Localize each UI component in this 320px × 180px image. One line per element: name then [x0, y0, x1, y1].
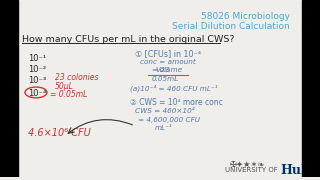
Text: 23 colonies: 23 colonies [55, 73, 99, 82]
Text: ① [CFUs] in 10⁻⁴: ① [CFUs] in 10⁻⁴ [135, 49, 201, 58]
Text: Volume: Volume [155, 67, 182, 73]
Text: 0.05mL: 0.05mL [152, 76, 179, 82]
Text: conc = amount: conc = amount [140, 59, 196, 65]
Text: ✠✦★✶❧: ✠✦★✶❧ [230, 159, 266, 168]
Bar [0, 0, 18, 177]
Text: 10⁻³: 10⁻³ [28, 76, 46, 85]
Text: 50μL: 50μL [55, 82, 74, 91]
Text: 10⁻¹: 10⁻¹ [28, 54, 46, 63]
Text: How many CFUs per mL in the original CWS?: How many CFUs per mL in the original CWS… [22, 35, 235, 44]
Text: 10⁻⁴: 10⁻⁴ [28, 89, 46, 98]
Text: mL⁻¹: mL⁻¹ [155, 125, 173, 131]
Bar [302, 0, 320, 177]
Text: = 23: = 23 [152, 67, 170, 73]
Text: CWS = 460×10⁴: CWS = 460×10⁴ [135, 108, 195, 114]
Text: UNIVERSITY OF: UNIVERSITY OF [225, 167, 280, 173]
Text: (a)10⁻⁴ = 460 CFU mL⁻¹: (a)10⁻⁴ = 460 CFU mL⁻¹ [130, 85, 218, 92]
Text: 4.6×10⁶ CFU: 4.6×10⁶ CFU [28, 128, 91, 138]
Text: Serial Dilution Calculation: Serial Dilution Calculation [172, 22, 290, 31]
Text: 58026 Microbiology: 58026 Microbiology [201, 12, 290, 21]
Text: Hull: Hull [280, 164, 310, 177]
Text: 10⁻²: 10⁻² [28, 65, 46, 74]
Text: ② CWS = 10⁴ more conc: ② CWS = 10⁴ more conc [130, 98, 223, 107]
Text: = 4,600,000 CFU: = 4,600,000 CFU [138, 117, 200, 123]
Text: = 0.05mL: = 0.05mL [50, 91, 87, 100]
